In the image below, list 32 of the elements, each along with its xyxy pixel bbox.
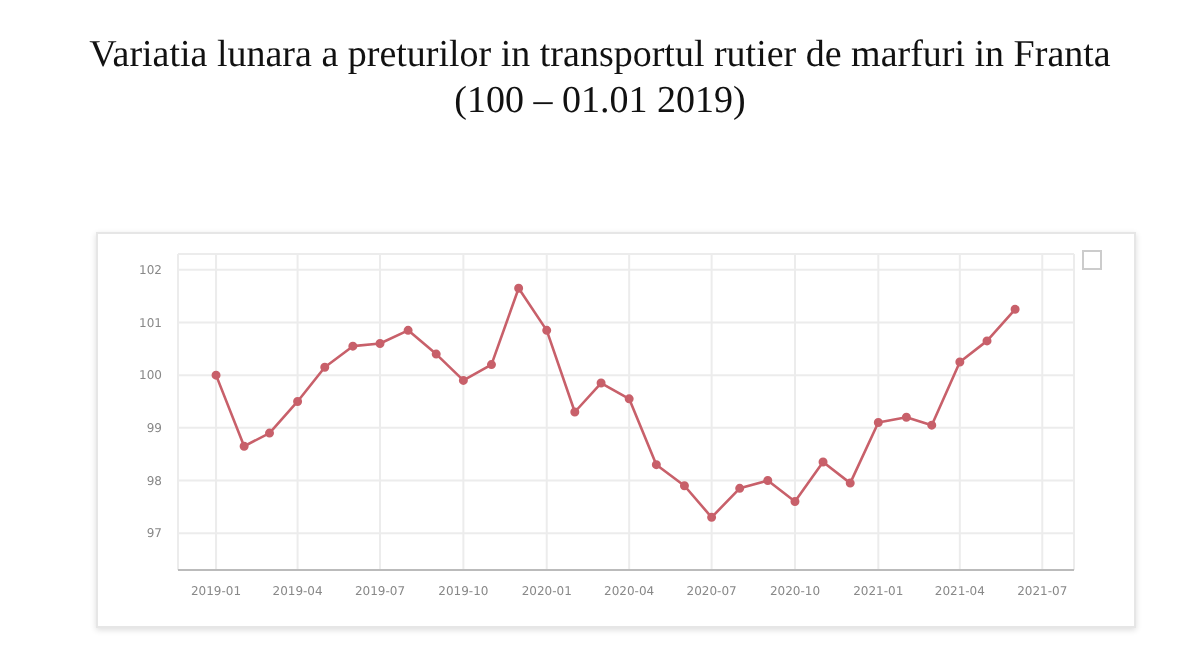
point: [679, 481, 689, 491]
point: [239, 441, 249, 451]
point: [1010, 304, 1020, 314]
chart-subtitle: (100 – 01.01 2019): [452, 78, 748, 124]
point: [873, 418, 883, 428]
point: [707, 512, 717, 522]
point: [927, 420, 937, 430]
point: [375, 339, 385, 349]
point: [458, 375, 468, 385]
point: [901, 412, 911, 422]
point: [790, 497, 800, 507]
point: [845, 478, 855, 488]
point: [514, 283, 524, 293]
point: [818, 457, 828, 467]
point: [348, 341, 358, 351]
point: [651, 460, 661, 470]
point: [403, 325, 413, 335]
point: [763, 475, 773, 485]
point: [486, 360, 496, 370]
point: [211, 370, 221, 380]
point: [265, 428, 274, 438]
point: [293, 396, 303, 406]
point: [955, 357, 965, 367]
chart-title: Variatia lunara a preturilor in transportul rutier de marfuri in Franta: [87, 32, 1113, 78]
point: [982, 336, 992, 346]
point: [570, 407, 580, 417]
point: [624, 394, 634, 404]
point: [735, 483, 745, 493]
point: [596, 378, 606, 388]
point: [542, 325, 552, 335]
point: [431, 349, 441, 359]
point: [320, 362, 330, 372]
